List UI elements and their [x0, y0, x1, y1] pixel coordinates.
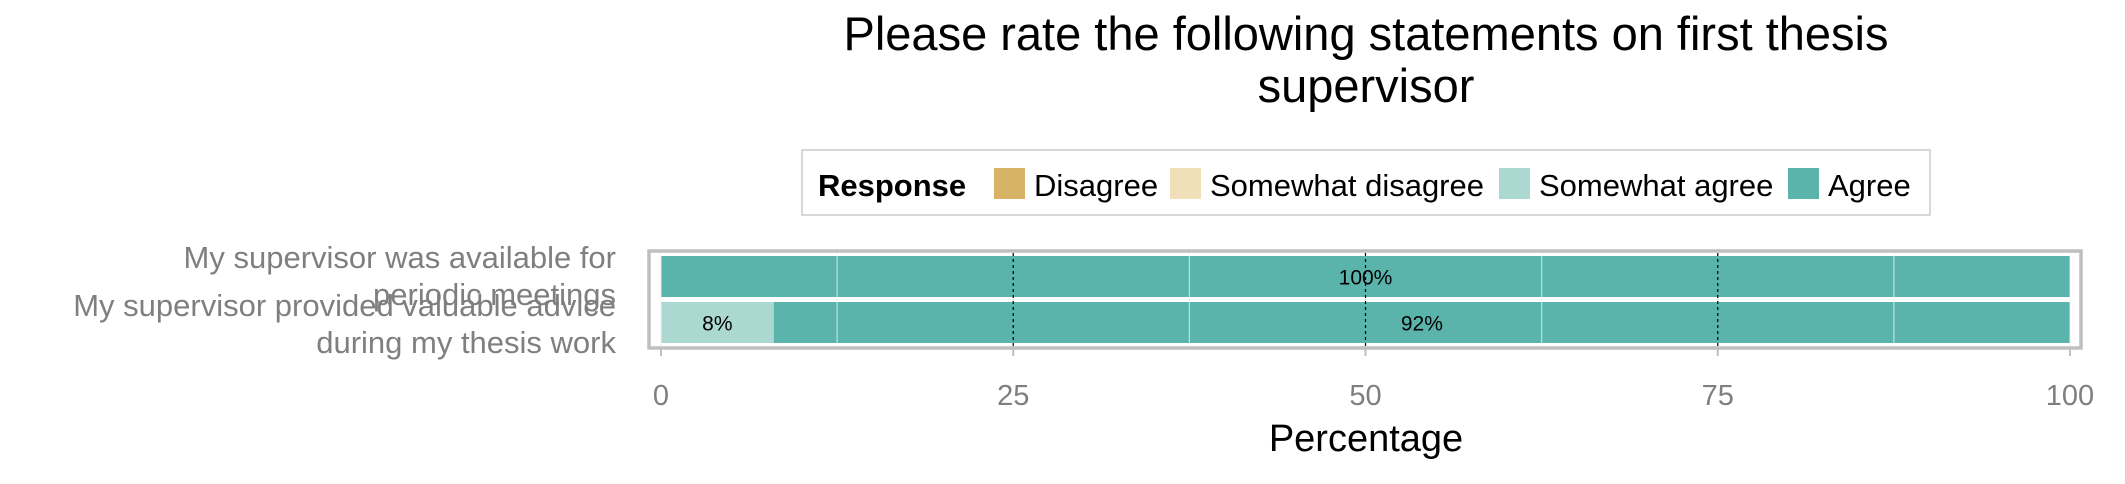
legend-swatch: [1170, 168, 1201, 199]
legend-swatch: [994, 168, 1025, 199]
legend-entry: Somewhat agree: [1539, 168, 1773, 203]
legend-box: [801, 149, 1931, 216]
x-tick-label: 0: [653, 380, 669, 412]
bar-value-label: 8%: [702, 313, 732, 336]
bar-value-label: 92%: [1401, 313, 1443, 336]
category-label: during my thesis work: [316, 325, 616, 360]
x-axis-title: Percentage: [1269, 418, 1463, 460]
legend-title: Response: [818, 168, 966, 203]
x-tick-label: 25: [997, 380, 1029, 412]
legend-swatch: [1499, 168, 1530, 199]
bar-value-label: 100%: [1339, 267, 1393, 290]
chart-title: Please rate the following statements on …: [844, 7, 1889, 112]
x-axis-ticks: 0 25 50 75 100: [653, 348, 2094, 412]
legend-swatch: [1788, 168, 1819, 199]
category-labels: My supervisor was available forperiodic …: [73, 240, 616, 360]
legend-entry: Agree: [1828, 168, 1911, 203]
legend-entry: Somewhat disagree: [1210, 168, 1484, 203]
category-label: My supervisor was available for: [184, 240, 616, 275]
plot-area: 100% 8% 92%: [647, 249, 2083, 350]
bar-segment: [773, 302, 2070, 343]
chart-title-line: Please rate the following statements on …: [844, 7, 1889, 60]
x-tick-label: 75: [1702, 380, 1734, 412]
legend-entry: Disagree: [1034, 168, 1158, 203]
legend: Response Disagree Somewhat disagree Somewha…: [801, 149, 1931, 216]
category-label: periodic meetings: [373, 277, 616, 312]
chart-title-line: supervisor: [1258, 59, 1475, 112]
category-label: My supervisor provided valuable advice: [73, 288, 616, 323]
bars: [660, 253, 2071, 346]
x-tick-label: 50: [1349, 380, 1381, 412]
bar-segment: [661, 302, 774, 343]
bar-labels: 100% 8% 92%: [702, 267, 1443, 336]
x-tick-label: 100: [2046, 380, 2094, 412]
